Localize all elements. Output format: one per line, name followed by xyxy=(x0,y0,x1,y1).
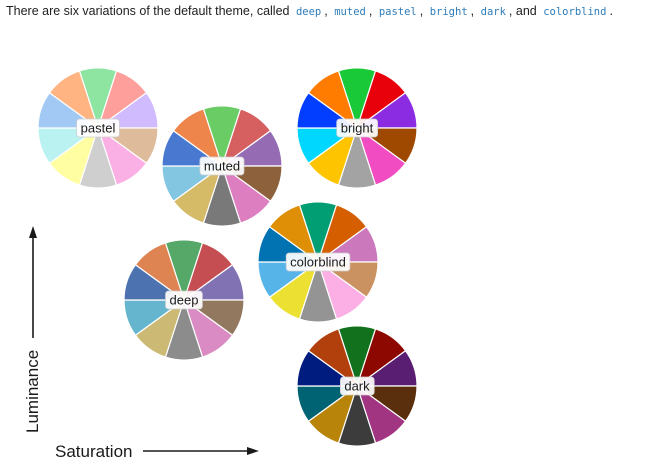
wheel-slice xyxy=(134,242,186,302)
palette-label-box xyxy=(336,118,379,138)
palette-label-muted: muted xyxy=(204,159,240,174)
palette-label-pastel: pastel xyxy=(81,121,116,136)
saturation-arrowhead-icon xyxy=(247,447,259,455)
wheel-slice xyxy=(307,70,359,130)
palette-name-dark: dark xyxy=(480,6,506,18)
intro-text: There are six variations of the default … xyxy=(6,4,290,18)
palette-label-colorblind: colorblind xyxy=(290,255,346,270)
palette-name-deep: deep xyxy=(295,6,322,18)
palette-label-box xyxy=(165,290,203,310)
palette-label-box xyxy=(199,156,245,176)
palette-wheel-bright: bright xyxy=(296,67,418,189)
palette-wheel-pastel: pastel xyxy=(37,67,159,189)
luminance-arrowhead-icon xyxy=(29,226,37,238)
palette-wheels: pastel muted bright colorblind deep dark xyxy=(37,67,418,447)
palette-name-bright: bright xyxy=(429,6,468,18)
wheel-slice xyxy=(268,204,320,264)
saturation-axis: Saturation xyxy=(55,442,259,461)
palette-name-colorblind: colorblind xyxy=(543,6,607,18)
palette-label-box xyxy=(285,252,351,272)
palette-label-box xyxy=(339,376,375,396)
palette-wheel-dark: dark xyxy=(296,325,418,447)
palette-label-dark: dark xyxy=(344,379,370,394)
luminance-axis: Luminance xyxy=(23,226,42,433)
saturation-axis-label: Saturation xyxy=(55,442,133,461)
luminance-axis-label: Luminance xyxy=(23,350,42,433)
wheel-slice xyxy=(48,70,100,130)
intro-paragraph: There are six variations of the default … xyxy=(6,4,613,18)
wheel-slice xyxy=(307,328,359,388)
palette-wheel-deep: deep xyxy=(123,239,245,361)
palette-label-box xyxy=(76,118,120,138)
palette-label-bright: bright xyxy=(341,121,374,136)
wheel-slice xyxy=(172,108,224,168)
palette-name-pastel: pastel xyxy=(378,6,417,18)
palette-wheel-colorblind: colorblind xyxy=(257,201,379,323)
palette-label-deep: deep xyxy=(170,293,199,308)
palette-wheel-muted: muted xyxy=(161,105,283,227)
palette-name-muted: muted xyxy=(334,6,366,18)
